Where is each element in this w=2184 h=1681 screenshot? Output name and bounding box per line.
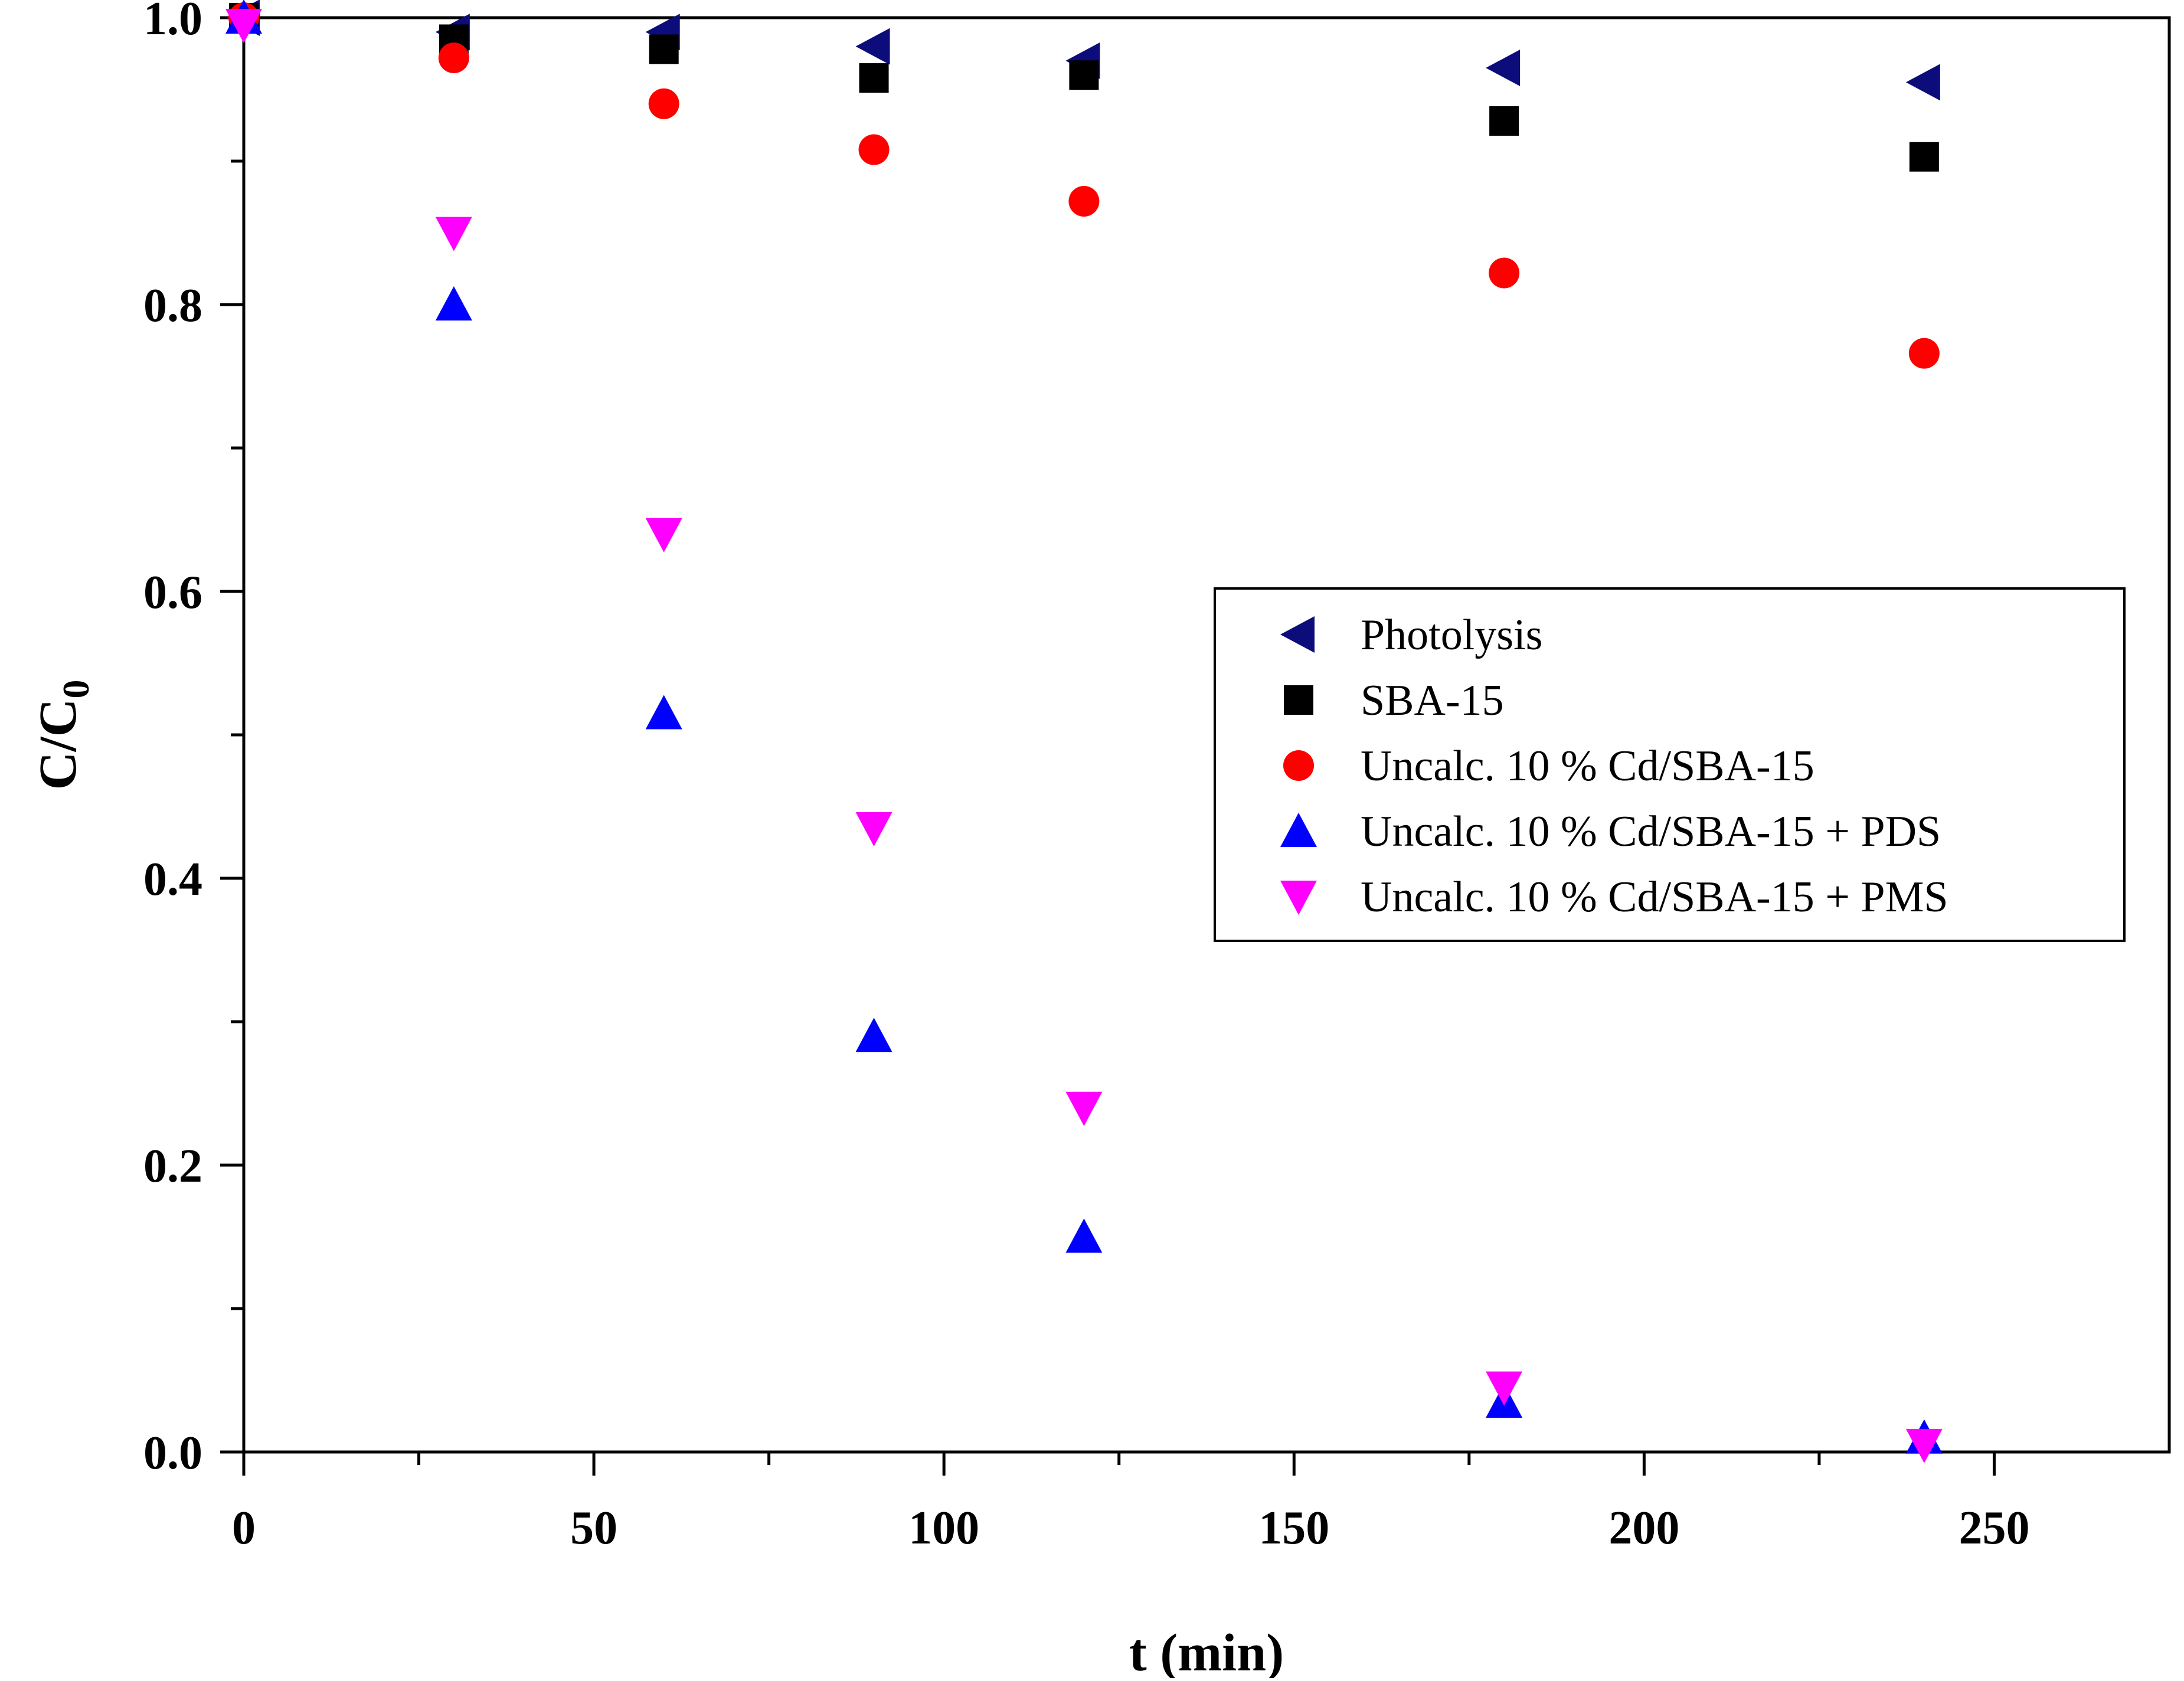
x-tick-label: 0 [232,1502,256,1554]
x-tick-label: 200 [1608,1502,1679,1554]
data-point [855,28,890,65]
y-axis-title-main: C/C [29,699,87,790]
x-tick-label: 250 [1959,1502,2029,1554]
data-point [1489,257,1520,289]
data-point [438,42,469,74]
data-point [1068,186,1100,217]
axis-ticks: 0 50 100 150 200 250 0.0 0.2 0.4 0.6 0.8 1.0 [143,0,2029,1554]
data-point [1905,1428,1943,1463]
legend-entry: SBA-15 [1284,676,1504,725]
legend-marker [1280,881,1317,915]
legend: Photolysis SBA-15 Uncalc. 10 % Cd/SBA-15 Un… [1214,587,2126,942]
x-tick-label: 150 [1258,1502,1329,1554]
legend-marker [1280,616,1315,653]
y-tick-label: 0.6 [143,567,202,619]
legend-entry: Uncalc. 10 % Cd/SBA-15 + PMS [1280,873,1948,921]
data-point [648,88,679,119]
data-point [1486,50,1521,87]
legend-label: Uncalc. 10 % Cd/SBA-15 [1361,742,1814,790]
legend-entries: Photolysis SBA-15 Uncalc. 10 % Cd/SBA-15 Un… [1280,611,1948,921]
data-point [1065,1091,1103,1126]
legend-marker [1284,685,1313,715]
data-point [645,518,682,552]
data-point [435,286,472,320]
legend-box [1214,587,2126,942]
data-points [225,0,1943,1463]
data-point [649,34,679,64]
data-point [1909,142,1939,172]
data-point [1069,60,1099,90]
data-point [855,1018,892,1052]
data-point [645,695,682,730]
y-tick-label: 0.0 [143,1427,202,1479]
data-point [1486,1371,1523,1406]
x-tick-label: 100 [908,1502,979,1554]
legend-marker [1280,813,1317,847]
legend-marker [1283,750,1314,781]
series-1 [229,3,1939,172]
x-axis-title: t (min) [1129,1624,1284,1678]
data-point [858,134,890,165]
y-tick-label: 0.8 [143,280,202,332]
y-tick-label: 0.4 [143,853,202,905]
legend-label: Photolysis [1361,611,1542,659]
legend-entry: Uncalc. 10 % Cd/SBA-15 + PDS [1280,807,1941,856]
data-point [859,63,889,93]
y-axis-title: C/C0 [29,680,97,790]
data-point [1489,106,1519,136]
y-axis-title-subscript: 0 [55,680,97,699]
data-point [1905,64,1940,101]
legend-label: Uncalc. 10 % Cd/SBA-15 + PDS [1361,807,1941,856]
data-point [435,217,472,251]
series-4 [225,9,1943,1463]
legend-label: Uncalc. 10 % Cd/SBA-15 + PMS [1361,873,1948,921]
legend-entry: Photolysis [1280,611,1542,659]
y-tick-label: 0.2 [143,1140,202,1192]
legend-entry: Uncalc. 10 % Cd/SBA-15 [1283,742,1814,790]
x-tick-label: 50 [570,1502,617,1554]
y-tick-label: 1.0 [143,0,202,45]
legend-label: SBA-15 [1361,676,1504,725]
data-point [225,9,262,44]
data-point [1908,338,1940,369]
data-point [855,812,892,846]
data-point [1065,1218,1103,1253]
